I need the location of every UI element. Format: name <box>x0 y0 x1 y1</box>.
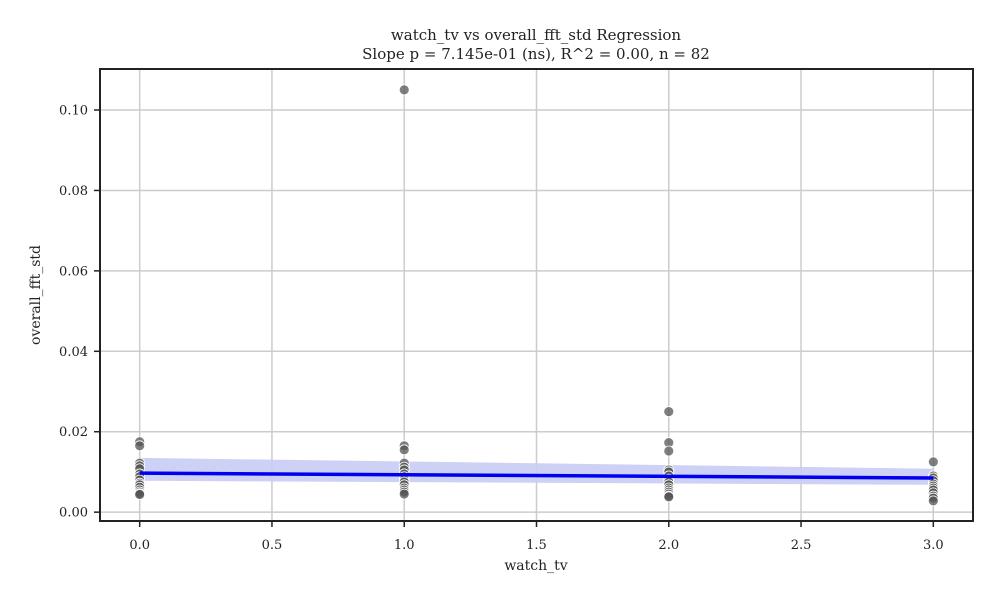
data-point <box>398 84 410 96</box>
data-point <box>398 488 410 500</box>
x-tick-label: 2.5 <box>791 538 812 553</box>
data-point <box>134 440 146 452</box>
y-tick-label: 0.00 <box>59 506 88 521</box>
chart-title: watch_tv vs overall_fft_std Regression <box>391 26 681 44</box>
data-point <box>134 489 146 500</box>
chart-subtitle: Slope p = 7.145e-01 (ns), R^2 = 0.00, n … <box>362 45 710 63</box>
x-axis-label: watch_tv <box>504 558 567 574</box>
grid <box>100 69 973 521</box>
y-tick-label: 0.08 <box>59 184 88 199</box>
data-point <box>927 456 939 468</box>
x-tick-label: 2.0 <box>658 538 679 553</box>
data-point <box>663 406 675 418</box>
x-tick-label: 1.5 <box>526 538 547 553</box>
data-point <box>663 491 675 503</box>
regression-line <box>139 471 934 480</box>
data-point <box>927 495 939 507</box>
regression-line-layer <box>139 471 934 480</box>
data-point <box>663 445 675 457</box>
x-tick-label: 1.0 <box>394 538 415 553</box>
x-tick-label: 0.5 <box>262 538 283 553</box>
y-axis-label: overall_fft_std <box>28 245 44 345</box>
y-tick-label: 0.06 <box>59 264 88 279</box>
tick-layer: 0.0 0.5 1.0 1.5 2.0 2.5 3.0 0.00 0.02 0.04 0.06 0.0… <box>59 104 944 553</box>
y-tick-label: 0.10 <box>59 104 88 119</box>
x-tick-label: 0.0 <box>129 538 150 553</box>
y-tick-label: 0.04 <box>59 345 88 360</box>
x-tick-label: 3.0 <box>923 538 944 553</box>
data-point <box>398 444 410 456</box>
y-tick-label: 0.02 <box>59 425 88 440</box>
